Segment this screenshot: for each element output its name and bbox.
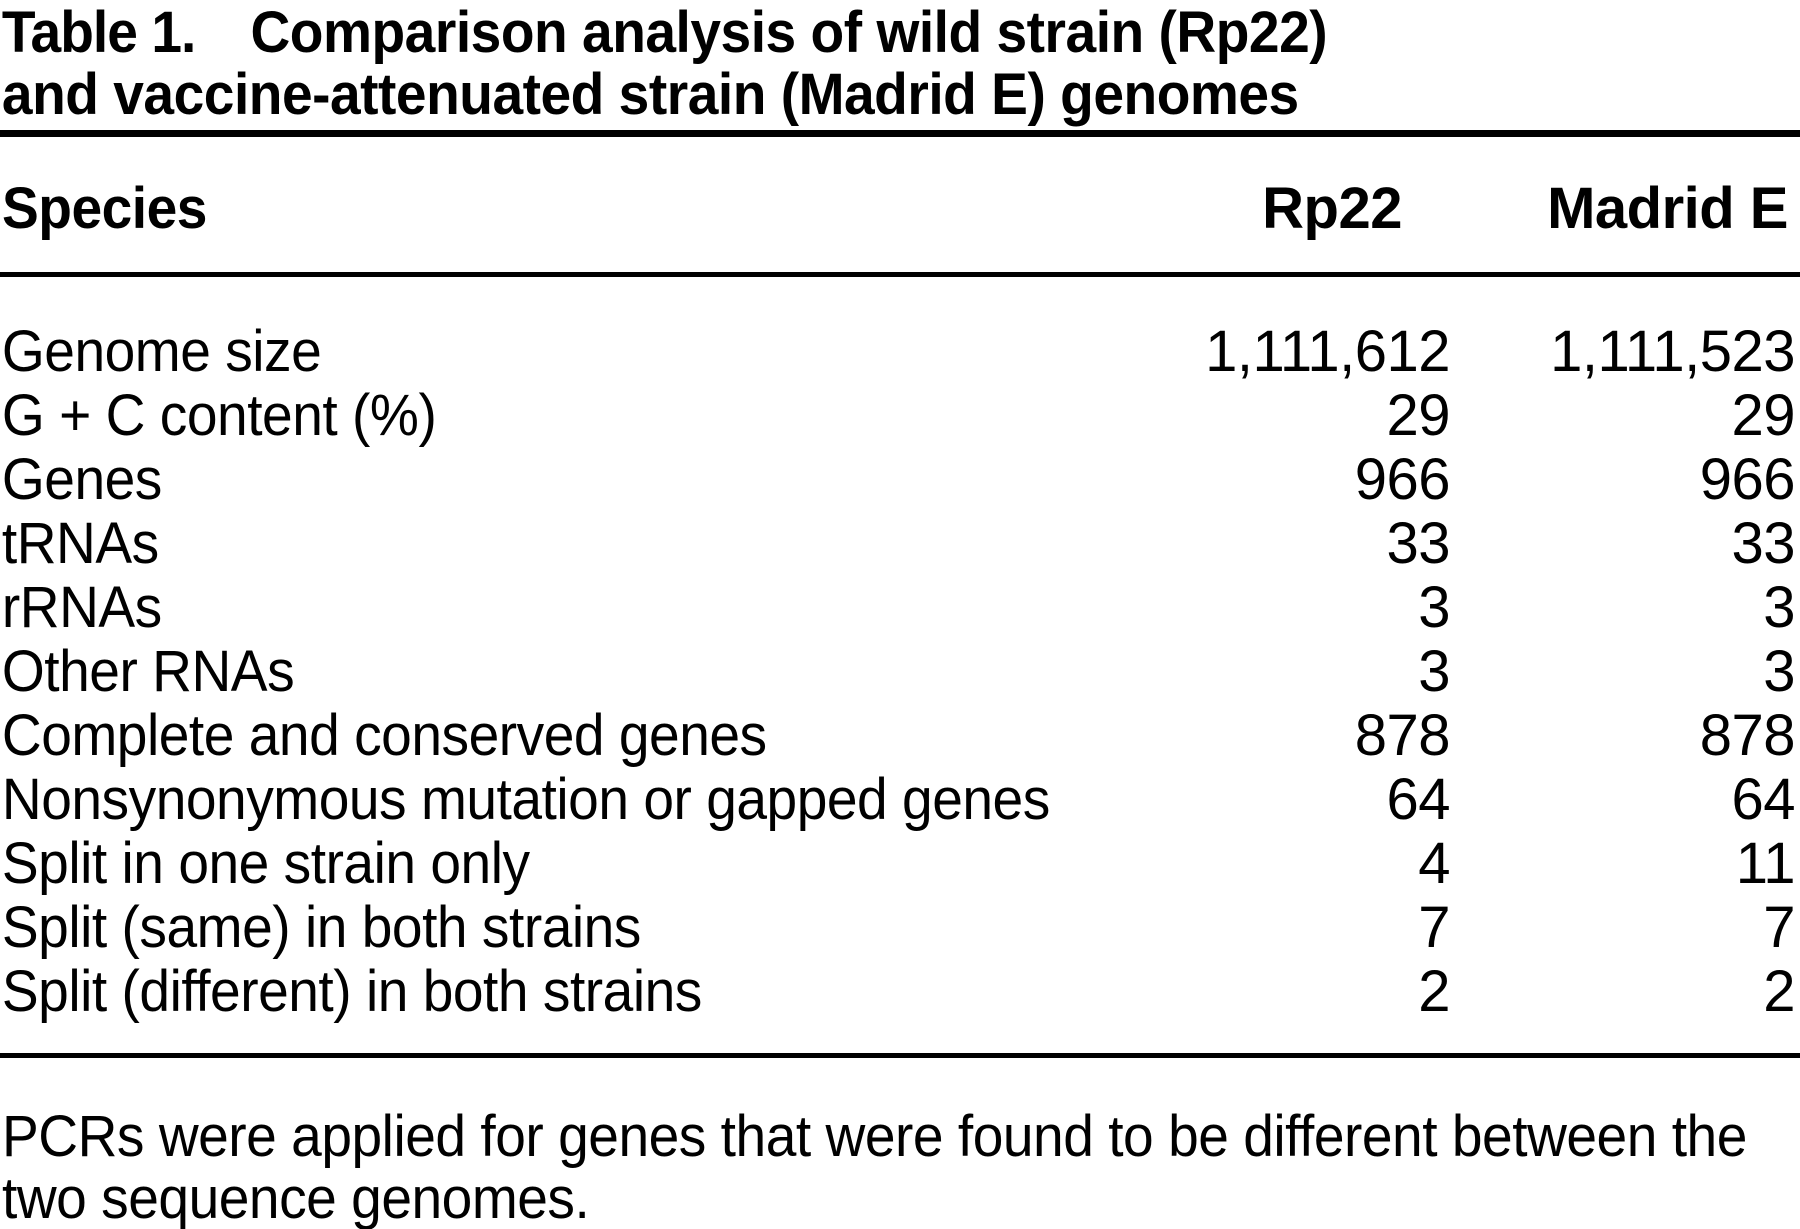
species-cell: Genes (1, 447, 162, 512)
madrid-e-cell: 878 (1699, 703, 1796, 768)
table-row: Split (different) in both strains 2 2 (0, 960, 1800, 1024)
rp22-cell: 878 (1354, 703, 1451, 768)
table-row: Nonsynonymous mutation or gapped genes 6… (0, 768, 1800, 832)
rp22-cell: 29 (1386, 383, 1450, 448)
table-body: Genome size 1,111,612 1,111,523 G + C co… (0, 277, 1800, 1058)
madrid-e-cell: 966 (1699, 447, 1796, 512)
rp22-cell: 2 (1418, 959, 1450, 1024)
table-row: Genes 966 966 (0, 448, 1800, 512)
madrid-e-cell: 64 (1731, 767, 1795, 832)
table-footnote: PCRs were applied for genes that were fo… (2, 1104, 1747, 1229)
title-text: Comparison analysis of wild strain (Rp22… (250, 0, 1328, 65)
rp22-cell: 3 (1418, 639, 1450, 704)
footnote-line-2: two sequence genomes. (2, 1166, 590, 1229)
species-cell: Split (different) in both strains (1, 959, 702, 1024)
madrid-e-cell: 2 (1763, 959, 1795, 1024)
column-header-species: Species (2, 176, 207, 241)
rp22-cell: 33 (1386, 511, 1450, 576)
rp22-cell: 7 (1418, 895, 1450, 960)
table-row: Split (same) in both strains 7 7 (0, 896, 1800, 960)
table-row: tRNAs 33 33 (0, 512, 1800, 576)
species-cell: rRNAs (1, 575, 162, 640)
title-line-1: Table 1. Comparison analysis of wild stra… (2, 2, 1710, 64)
table-row: G + C content (%) 29 29 (0, 384, 1800, 448)
madrid-e-cell: 3 (1763, 575, 1795, 640)
footnote-line-1: PCRs were applied for genes that were fo… (2, 1104, 1747, 1169)
species-cell: Split (same) in both strains (1, 895, 641, 960)
column-header-rp22: Rp22 (1262, 176, 1402, 241)
rp22-cell: 3 (1418, 575, 1450, 640)
title-line-2: and vaccine-attenuated strain (Madrid E)… (1, 62, 1299, 127)
rp22-cell: 1,111,612 (1205, 319, 1450, 384)
rp22-cell: 4 (1418, 831, 1450, 896)
table-title: Table 1. Comparison analysis of wild stra… (0, 0, 1710, 126)
rp22-cell: 966 (1354, 447, 1451, 512)
madrid-e-cell: 1,111,523 (1550, 319, 1795, 384)
top-rule (0, 130, 1800, 137)
table-row: Split in one strain only 4 11 (0, 832, 1800, 896)
species-cell: tRNAs (1, 511, 159, 576)
rp22-cell: 64 (1386, 767, 1450, 832)
table-row: Complete and conserved genes 878 878 (0, 704, 1800, 768)
species-cell: G + C content (%) (1, 383, 437, 448)
column-header-madrid-e: Madrid E (1547, 176, 1788, 241)
species-cell: Other RNAs (1, 639, 295, 704)
table-row: Other RNAs 3 3 (0, 640, 1800, 704)
table-row: rRNAs 3 3 (0, 576, 1800, 640)
madrid-e-cell: 29 (1731, 383, 1795, 448)
madrid-e-cell: 7 (1763, 895, 1795, 960)
species-cell: Nonsynonymous mutation or gapped genes (1, 767, 1050, 832)
species-cell: Genome size (1, 319, 322, 384)
table-number-label: Table 1. (1, 0, 196, 65)
madrid-e-cell: 3 (1763, 639, 1795, 704)
madrid-e-cell: 33 (1731, 511, 1795, 576)
madrid-e-cell: 11 (1735, 831, 1796, 896)
table-row: Genome size 1,111,612 1,111,523 (0, 320, 1800, 384)
species-cell: Complete and conserved genes (1, 703, 767, 768)
species-cell: Split in one strain only (1, 831, 530, 896)
table-header-row: Species Rp22 Madrid E (0, 137, 1800, 277)
